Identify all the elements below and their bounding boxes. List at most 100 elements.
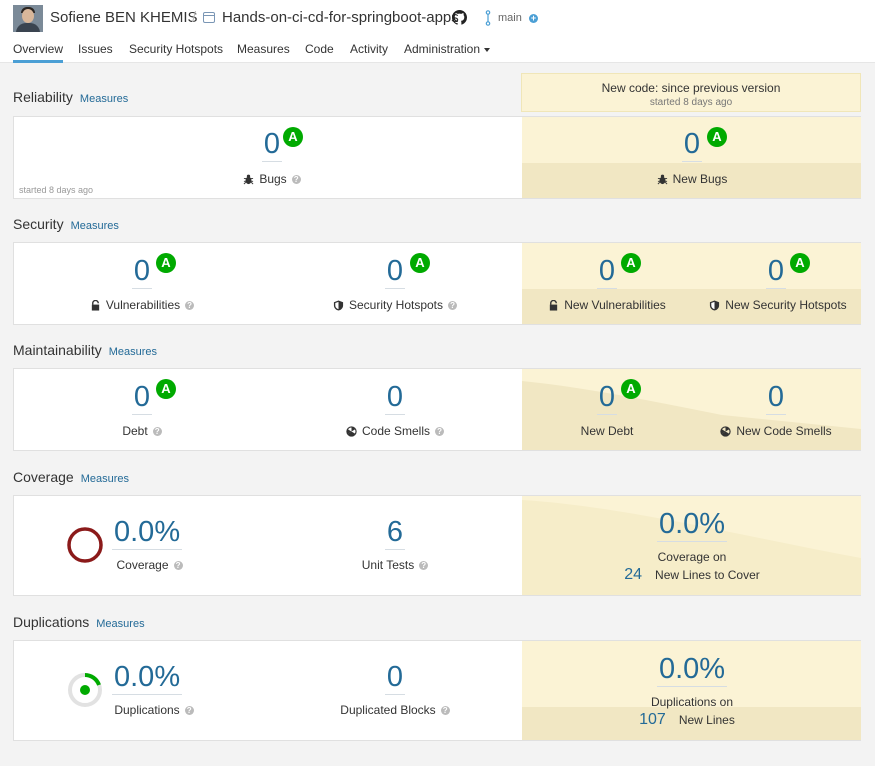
maintainability-heading: Maintainability — [13, 342, 102, 358]
duplications-metric: 0.0% — [112, 662, 196, 695]
new-code-smells-metric: 0 — [736, 382, 816, 415]
coverage-metric: 0.0% — [112, 517, 196, 550]
top-header: Sofiene BEN KHEMIS / Hands-on-ci-cd-for-… — [0, 0, 875, 63]
help-icon[interactable]: ? — [440, 705, 450, 715]
bugs-label-text: Bugs — [259, 172, 287, 186]
tab-administration[interactable]: Administration — [404, 42, 491, 60]
new-code-title: New code: since previous version — [601, 81, 781, 95]
duplications-value[interactable]: 0.0% — [112, 661, 183, 695]
help-icon[interactable]: ? — [448, 300, 458, 310]
github-icon[interactable] — [452, 10, 467, 25]
new-bugs-label-text: New Bugs — [672, 172, 728, 186]
help-icon[interactable]: ? — [184, 705, 194, 715]
new-hotspots-label-text: New Security Hotspots — [725, 298, 847, 312]
new-hotspots-value[interactable]: 0 — [765, 255, 787, 289]
tab-measures[interactable]: Measures — [237, 42, 290, 56]
duplications-heading: Duplications — [13, 614, 90, 630]
bug-icon — [657, 174, 668, 184]
tab-overview[interactable]: Overview — [13, 42, 64, 63]
new-duplications-value[interactable]: 0.0% — [656, 653, 728, 687]
unit-tests-value[interactable]: 6 — [384, 516, 406, 550]
duplications-measures-link[interactable]: Measures — [96, 618, 145, 630]
tab-code[interactable]: Code — [305, 42, 334, 56]
maintainability-card: 0 A Debt? 0 Code Smells? 0 A New Debt 0 … — [13, 368, 861, 451]
vulnerabilities-rating[interactable]: A — [156, 253, 176, 273]
tab-issues[interactable]: Issues — [78, 42, 113, 56]
shield-icon — [710, 299, 720, 311]
code-smell-icon — [720, 425, 731, 437]
coverage-donut — [67, 527, 103, 563]
bugs-value[interactable]: 0 — [261, 128, 283, 162]
duplicated-blocks-value[interactable]: 0 — [384, 661, 406, 695]
coverage-title: Coverage Measures — [13, 469, 129, 485]
unit-tests-label-text: Unit Tests — [361, 558, 415, 572]
new-debt-value[interactable]: 0 — [596, 381, 618, 415]
duplications-label-text: Duplications — [114, 703, 180, 717]
code-smells-metric: 0 — [355, 382, 435, 415]
vulnerabilities-label: Vulnerabilities? — [82, 298, 202, 312]
help-icon[interactable]: ? — [419, 560, 429, 570]
new-debt-chart-bg — [522, 381, 861, 450]
duplications-donut — [68, 673, 102, 707]
coverage-measures-link[interactable]: Measures — [80, 473, 129, 485]
reliability-started-note: started 8 days ago — [19, 185, 94, 195]
help-icon[interactable]: ? — [185, 300, 195, 310]
debt-rating[interactable]: A — [156, 379, 176, 399]
maintainability-new-code-panel — [522, 369, 861, 450]
maintainability-title: Maintainability Measures — [13, 342, 157, 358]
new-bugs-value[interactable]: 0 — [681, 128, 703, 162]
new-lines-value[interactable]: 107 — [639, 711, 666, 728]
help-icon[interactable]: ? — [152, 426, 162, 436]
duplicated-blocks-label: Duplicated Blocks? — [320, 703, 470, 717]
project-name[interactable]: Hands-on-ci-cd-for-springboot-apps — [222, 9, 459, 26]
new-debt-rating[interactable]: A — [621, 379, 641, 399]
vulnerabilities-metric: 0 — [102, 256, 182, 289]
new-coverage-value[interactable]: 0.0% — [656, 508, 728, 542]
new-code-smells-value[interactable]: 0 — [765, 381, 787, 415]
branch-name[interactable]: main — [498, 12, 522, 24]
new-hotspots-rating[interactable]: A — [790, 253, 810, 273]
new-coverage-metric: 0.0% — [642, 509, 742, 542]
debt-label: Debt? — [82, 424, 202, 438]
security-card: 0 A Vulnerabilities? 0 A Security Hotspo… — [13, 242, 861, 325]
new-lines-to-cover-value[interactable]: 24 — [624, 566, 643, 583]
debt-value[interactable]: 0 — [131, 381, 153, 415]
avatar[interactable] — [13, 5, 43, 32]
code-smells-value[interactable]: 0 — [384, 381, 406, 415]
new-debt-label-text: New Debt — [580, 424, 634, 438]
vulnerabilities-value[interactable]: 0 — [131, 255, 153, 289]
coverage-value[interactable]: 0.0% — [112, 516, 183, 550]
new-code-period: New code: since previous version started… — [521, 73, 861, 112]
lock-icon — [550, 299, 558, 311]
coverage-label-text: Coverage — [116, 558, 169, 572]
help-icon[interactable]: ? — [435, 426, 445, 436]
new-duplications-chart-bg — [522, 707, 861, 740]
security-measures-link[interactable]: Measures — [70, 220, 119, 232]
plus-icon[interactable]: + — [529, 13, 538, 23]
hotspots-rating[interactable]: A — [410, 253, 430, 273]
duplicated-blocks-label-text: Duplicated Blocks — [340, 703, 436, 717]
help-icon[interactable]: ? — [291, 174, 301, 184]
tab-security-hotspots[interactable]: Security Hotspots — [129, 42, 224, 56]
new-bugs-label: New Bugs — [632, 172, 752, 186]
new-vulnerabilities-label-text: New Vulnerabilities — [564, 298, 666, 312]
new-vulnerabilities-value[interactable]: 0 — [596, 255, 618, 289]
maintainability-measures-link[interactable]: Measures — [108, 346, 158, 358]
unit-tests-metric: 6 — [355, 517, 435, 550]
reliability-measures-link[interactable]: Measures — [79, 93, 129, 105]
new-hotspots-label: New Security Hotspots — [701, 298, 855, 312]
new-bugs-rating[interactable]: A — [707, 127, 727, 147]
reliability-card: 0 A Bugs? started 8 days ago 0 A New Bug… — [13, 116, 861, 199]
code-smell-icon — [346, 425, 357, 437]
caret-down-icon — [484, 47, 491, 52]
duplicated-blocks-metric: 0 — [355, 662, 435, 695]
coverage-card: 0.0% Coverage? 6 Unit Tests? 0.0% Covera… — [13, 495, 861, 596]
tab-activity[interactable]: Activity — [350, 42, 389, 56]
new-vulnerabilities-rating[interactable]: A — [621, 253, 641, 273]
help-icon[interactable]: ? — [173, 560, 183, 570]
code-smells-label: Code Smells? — [320, 424, 470, 438]
organization-name[interactable]: Sofiene BEN KHEMIS — [50, 9, 198, 26]
hotspots-value[interactable]: 0 — [384, 255, 406, 289]
new-lines-to-cover-label: New Lines to Cover — [655, 568, 760, 582]
bugs-rating[interactable]: A — [283, 127, 303, 147]
